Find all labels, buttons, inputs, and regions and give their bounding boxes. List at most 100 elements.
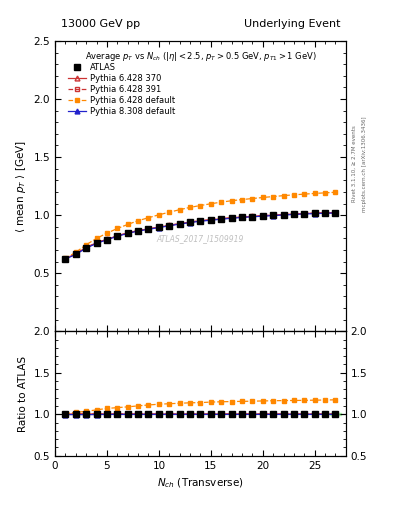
Pythia 6.428 370 xyxy=(84,244,88,250)
Pythia 8.308 default xyxy=(156,224,161,230)
Pythia 6.428 default xyxy=(271,194,275,200)
Pythia 6.428 default xyxy=(208,201,213,207)
Pythia 6.428 default xyxy=(302,191,307,197)
Text: 13000 GeV pp: 13000 GeV pp xyxy=(61,19,140,29)
Pythia 6.428 391 xyxy=(261,212,265,219)
Text: Underlying Event: Underlying Event xyxy=(244,19,340,29)
Pythia 6.428 default xyxy=(94,236,99,242)
Pythia 6.428 370 xyxy=(312,210,317,216)
Pythia 8.308 default xyxy=(292,211,296,218)
Pythia 6.428 391 xyxy=(323,210,327,216)
ATLAS xyxy=(240,214,244,220)
Pythia 6.428 370 xyxy=(188,219,193,225)
ATLAS xyxy=(188,219,193,225)
Y-axis label: $\langle$ mean $p_T$ $\rangle$ [GeV]: $\langle$ mean $p_T$ $\rangle$ [GeV] xyxy=(14,140,28,232)
Pythia 6.428 370 xyxy=(281,211,286,218)
Pythia 6.428 391 xyxy=(63,255,68,262)
ATLAS xyxy=(84,245,88,251)
Pythia 6.428 370 xyxy=(136,227,140,233)
Pythia 6.428 default xyxy=(63,255,68,262)
Pythia 8.308 default xyxy=(229,215,234,221)
ATLAS xyxy=(125,230,130,236)
Pythia 6.428 default xyxy=(261,195,265,201)
ATLAS xyxy=(208,217,213,223)
Pythia 6.428 370 xyxy=(125,230,130,236)
ATLAS xyxy=(261,213,265,219)
Pythia 8.308 default xyxy=(146,226,151,232)
Pythia 6.428 370 xyxy=(94,240,99,246)
Pythia 6.428 370 xyxy=(63,255,68,262)
Pythia 8.308 default xyxy=(281,212,286,218)
ATLAS xyxy=(250,214,255,220)
Text: mcplots.cern.ch [arXiv:1306.3436]: mcplots.cern.ch [arXiv:1306.3436] xyxy=(362,116,367,211)
Pythia 6.428 default xyxy=(292,192,296,198)
Pythia 6.428 391 xyxy=(250,213,255,219)
Text: Average $p_T$ vs $N_{ch}$ ($|\eta| < 2.5$, $p_T > 0.5$ GeV, $p_{T1} > 1$ GeV): Average $p_T$ vs $N_{ch}$ ($|\eta| < 2.5… xyxy=(84,50,316,62)
Pythia 8.308 default xyxy=(240,215,244,221)
ATLAS xyxy=(167,223,172,229)
Pythia 6.428 370 xyxy=(156,224,161,230)
Pythia 8.308 default xyxy=(84,245,88,251)
Pythia 6.428 default xyxy=(240,197,244,203)
Pythia 6.428 391 xyxy=(198,218,203,224)
Pythia 8.308 default xyxy=(261,213,265,219)
Line: ATLAS: ATLAS xyxy=(62,210,338,262)
Pythia 8.308 default xyxy=(271,212,275,219)
Pythia 8.308 default xyxy=(94,240,99,246)
ATLAS xyxy=(156,224,161,230)
Pythia 8.308 default xyxy=(125,230,130,237)
Pythia 6.428 default xyxy=(73,249,78,255)
ATLAS xyxy=(271,212,275,219)
Pythia 8.308 default xyxy=(302,211,307,217)
ATLAS xyxy=(219,216,224,222)
Pythia 6.428 370 xyxy=(229,215,234,221)
Line: Pythia 8.308 default: Pythia 8.308 default xyxy=(63,210,338,262)
Pythia 6.428 370 xyxy=(333,209,338,216)
Pythia 8.308 default xyxy=(208,217,213,223)
ATLAS xyxy=(136,228,140,234)
Pythia 6.428 default xyxy=(177,207,182,213)
Pythia 8.308 default xyxy=(177,221,182,227)
Pythia 6.428 370 xyxy=(219,216,224,222)
ATLAS xyxy=(115,233,120,239)
ATLAS xyxy=(333,210,338,216)
Pythia 6.428 391 xyxy=(94,240,99,246)
Pythia 6.428 370 xyxy=(73,250,78,257)
Pythia 6.428 391 xyxy=(240,214,244,220)
Pythia 6.428 391 xyxy=(271,212,275,218)
ATLAS xyxy=(63,255,68,262)
Legend: ATLAS, Pythia 6.428 370, Pythia 6.428 391, Pythia 6.428 default, Pythia 8.308 de: ATLAS, Pythia 6.428 370, Pythia 6.428 39… xyxy=(68,62,175,116)
Pythia 6.428 default xyxy=(250,196,255,202)
Pythia 6.428 370 xyxy=(250,213,255,219)
Line: Pythia 6.428 default: Pythia 6.428 default xyxy=(63,190,338,261)
Pythia 6.428 391 xyxy=(188,219,193,225)
Pythia 6.428 370 xyxy=(105,236,109,242)
Pythia 8.308 default xyxy=(219,216,224,222)
Pythia 6.428 391 xyxy=(208,217,213,223)
Pythia 6.428 default xyxy=(323,190,327,196)
Pythia 6.428 370 xyxy=(177,221,182,227)
Pythia 6.428 default xyxy=(105,230,109,236)
Y-axis label: Ratio to ATLAS: Ratio to ATLAS xyxy=(18,355,28,432)
Pythia 8.308 default xyxy=(188,220,193,226)
Pythia 6.428 default xyxy=(188,204,193,210)
Pythia 6.428 370 xyxy=(271,212,275,218)
Pythia 6.428 391 xyxy=(156,224,161,230)
Pythia 8.308 default xyxy=(333,210,338,216)
Pythia 8.308 default xyxy=(105,237,109,243)
Pythia 6.428 370 xyxy=(146,226,151,232)
Pythia 8.308 default xyxy=(63,256,68,262)
Pythia 6.428 391 xyxy=(229,215,234,221)
Pythia 6.428 370 xyxy=(115,233,120,239)
ATLAS xyxy=(105,237,109,243)
Pythia 6.428 391 xyxy=(281,211,286,218)
Pythia 6.428 default xyxy=(281,193,286,199)
Pythia 8.308 default xyxy=(250,214,255,220)
Pythia 6.428 391 xyxy=(292,211,296,217)
Pythia 6.428 default xyxy=(156,212,161,218)
Pythia 6.428 default xyxy=(219,199,224,205)
Pythia 6.428 default xyxy=(146,215,151,221)
Pythia 6.428 370 xyxy=(323,210,327,216)
ATLAS xyxy=(177,221,182,227)
Pythia 6.428 default xyxy=(333,189,338,196)
